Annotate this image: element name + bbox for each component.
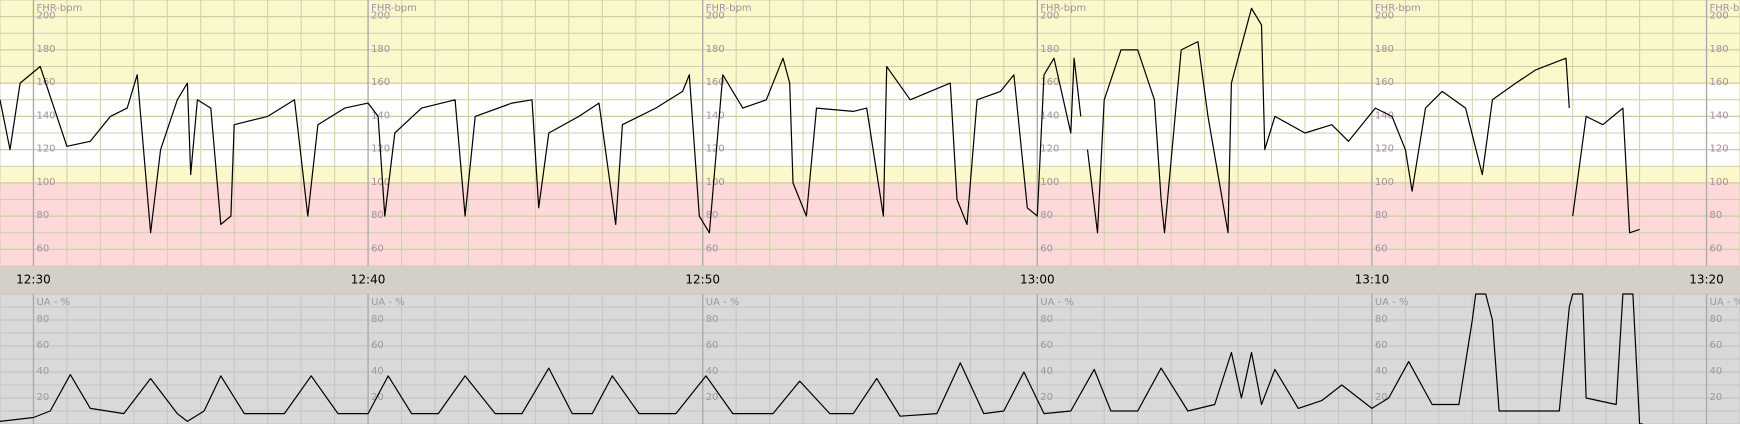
axis-label: FHR-bpm [1040, 3, 1086, 14]
x-tick-label: 13:20 [1689, 273, 1724, 287]
y-tick-label: 20 [706, 392, 719, 403]
x-tick-label: 13:10 [1355, 273, 1390, 287]
y-tick-label: 160 [371, 77, 390, 88]
y-tick-label: 60 [371, 243, 384, 254]
axis-label: UA - % [36, 297, 70, 308]
axis-label: UA - % [1040, 297, 1074, 308]
x-tick-label: 13:00 [1020, 273, 1055, 287]
axis-label: FHR-bpm [706, 3, 752, 14]
y-tick-label: 60 [1375, 340, 1388, 351]
y-tick-label: 140 [706, 110, 725, 121]
y-tick-label: 120 [1375, 144, 1394, 155]
y-tick-label: 60 [36, 243, 49, 254]
y-tick-label: 60 [706, 243, 719, 254]
y-tick-label: 60 [1040, 243, 1053, 254]
y-tick-label: 200 [371, 11, 390, 22]
y-tick-label: 80 [371, 210, 384, 221]
y-tick-label: 40 [1375, 366, 1388, 377]
y-tick-label: 180 [36, 44, 55, 55]
y-tick-label: 100 [371, 177, 390, 188]
y-tick-label: 60 [706, 340, 719, 351]
y-tick-label: 20 [1710, 392, 1723, 403]
y-tick-label: 180 [1040, 44, 1059, 55]
y-tick-label: 140 [1040, 110, 1059, 121]
y-tick-label: 80 [1375, 314, 1388, 325]
y-tick-label: 180 [1375, 44, 1394, 55]
axis-label: FHR-bpm [371, 3, 417, 14]
x-tick-label: 12:40 [351, 273, 386, 287]
x-tick-label: 12:30 [16, 273, 51, 287]
y-tick-label: 40 [371, 366, 384, 377]
axis-label: UA - % [1375, 297, 1409, 308]
y-tick-label: 140 [1710, 110, 1729, 121]
y-tick-label: 160 [1040, 77, 1059, 88]
y-tick-label: 180 [706, 44, 725, 55]
time-bar [0, 266, 1740, 294]
y-tick-label: 100 [1375, 177, 1394, 188]
y-tick-label: 160 [1375, 77, 1394, 88]
axis-label: FHR-bpm [1710, 3, 1740, 14]
y-tick-label: 80 [36, 314, 49, 325]
panel-ua: UA - % 20 40 60 80 UA - % 20 40 60 80 UA - % 20 40 60… [0, 293, 1740, 425]
y-tick-label: 100 [706, 177, 725, 188]
y-tick-label: 80 [1040, 210, 1053, 221]
x-tick-label: 12:50 [685, 273, 720, 287]
y-tick-label: 60 [36, 340, 49, 351]
axis-label: UA - % [1710, 297, 1740, 308]
y-tick-label: 180 [371, 44, 390, 55]
y-tick-label: 20 [1375, 392, 1388, 403]
trace-line [0, 7, 1640, 234]
y-tick-label: 40 [1710, 366, 1723, 377]
y-tick-label: 140 [371, 110, 390, 121]
y-tick-label: 60 [1375, 243, 1388, 254]
y-tick-label: 200 [1040, 11, 1059, 22]
y-tick-label: 200 [36, 11, 55, 22]
y-tick-label: 20 [36, 392, 49, 403]
y-tick-label: 20 [371, 392, 384, 403]
y-tick-label: 100 [1710, 177, 1729, 188]
y-tick-label: 60 [371, 340, 384, 351]
y-tick-label: 100 [1040, 177, 1059, 188]
y-tick-label: 40 [706, 366, 719, 377]
y-tick-label: 20 [1040, 392, 1053, 403]
axis-label: FHR-bpm [36, 3, 82, 14]
panel-fhr: FHR-bpm6080100120140160180200FHR-bpm6080… [0, 0, 1740, 267]
y-tick-label: 60 [1040, 340, 1053, 351]
axis-label: UA - % [371, 297, 405, 308]
y-tick-label: 180 [1710, 44, 1729, 55]
y-tick-label: 100 [36, 177, 55, 188]
y-tick-label: 80 [371, 314, 384, 325]
y-tick-label: 80 [1710, 210, 1723, 221]
y-tick-label: 120 [1710, 144, 1729, 155]
y-tick-label: 160 [1710, 77, 1729, 88]
axis-label: UA - % [706, 297, 740, 308]
y-tick-label: 120 [706, 144, 725, 155]
y-tick-label: 120 [1040, 144, 1059, 155]
y-tick-label: 40 [1040, 366, 1053, 377]
axis-label: FHR-bpm [1375, 3, 1421, 14]
y-tick-label: 80 [1375, 210, 1388, 221]
y-tick-label: 40 [36, 366, 49, 377]
y-tick-label: 80 [706, 210, 719, 221]
y-tick-label: 80 [1710, 314, 1723, 325]
y-tick-label: 200 [1710, 11, 1729, 22]
y-tick-label: 160 [706, 77, 725, 88]
y-tick-label: 200 [706, 11, 725, 22]
y-tick-label: 140 [1375, 110, 1394, 121]
y-tick-label: 60 [1710, 340, 1723, 351]
y-tick-label: 80 [36, 210, 49, 221]
y-tick-label: 60 [1710, 243, 1723, 254]
y-tick-label: 80 [706, 314, 719, 325]
y-tick-label: 140 [36, 110, 55, 121]
trace-line [0, 293, 1643, 425]
y-tick-label: 200 [1375, 11, 1394, 22]
y-tick-label: 120 [36, 144, 55, 155]
y-tick-label: 80 [1040, 314, 1053, 325]
